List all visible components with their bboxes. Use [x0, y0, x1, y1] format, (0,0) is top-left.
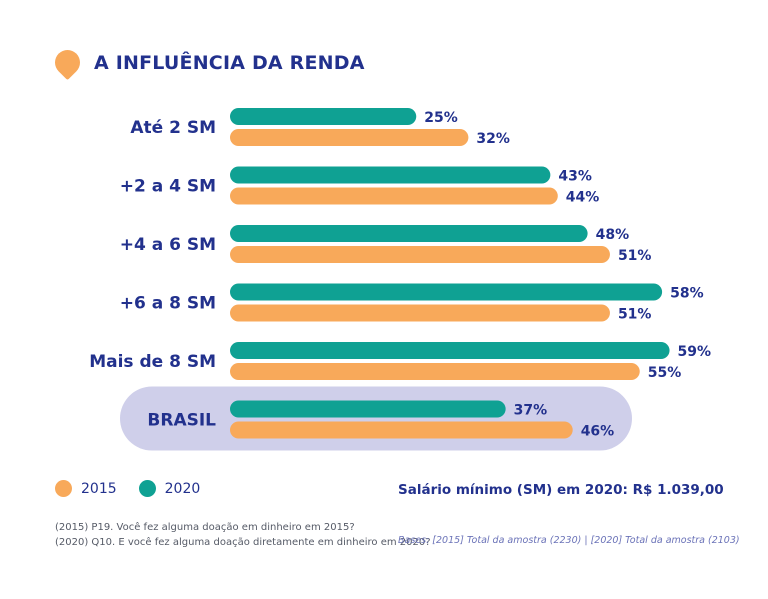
value-label-2015: 51%: [618, 248, 652, 264]
title-row: A INFLUÊNCIA DA RENDA: [49, 44, 365, 81]
bar-2020: [230, 400, 506, 418]
bar-2020: [230, 166, 551, 184]
value-label-2015: 55%: [648, 365, 682, 381]
sample-bases: Bases: [2015] Total da amostra (2230) | …: [398, 535, 740, 546]
bar-2015: [230, 129, 469, 146]
min-wage-note: Salário mínimo (SM) em 2020: R$ 1.039,00: [398, 482, 724, 498]
legend-label-2015: 2015: [81, 480, 117, 497]
chart-title: A INFLUÊNCIA DA RENDA: [94, 51, 365, 74]
category-label: +6 a 8 SM: [120, 294, 216, 314]
bar-2015: [230, 421, 573, 439]
note-2020: (2020) Q10. E você fez alguma doação dir…: [55, 537, 431, 548]
bar-2020: [230, 108, 417, 125]
bar-2015: [230, 187, 558, 205]
value-label-2020: 43%: [558, 169, 592, 185]
bar-2020: [230, 342, 670, 359]
category-label: +2 a 4 SM: [120, 177, 216, 197]
legend-swatch-2015: [55, 480, 72, 497]
bar-2020: [230, 225, 588, 242]
value-label-2015: 51%: [618, 307, 652, 323]
category-label: +4 a 6 SM: [120, 235, 216, 255]
legend-item-2015: 2015: [55, 480, 117, 497]
category-label: Mais de 8 SM: [89, 352, 216, 372]
category-label: BRASIL: [147, 411, 216, 431]
category-label: Até 2 SM: [130, 118, 216, 138]
bar-2020: [230, 283, 663, 301]
bar-chart: Até 2 SM 25% 32% +2 a 4 SM 43% 44% +4 a 6 SM 48…: [89, 108, 712, 451]
value-label-2020: 37%: [514, 403, 548, 419]
value-label-2020: 59%: [678, 344, 712, 360]
legend-item-2020: 2020: [138, 480, 201, 497]
bar-2015: [230, 304, 610, 322]
value-label-2015: 44%: [566, 190, 600, 206]
value-label-2020: 25%: [424, 110, 458, 126]
legend: 2015 2020: [55, 480, 222, 497]
bar-2015: [230, 363, 640, 380]
bar-2015: [230, 246, 610, 263]
question-notes: (2015) P19. Você fez alguma doação em di…: [55, 520, 431, 550]
value-label-2020: 58%: [670, 286, 704, 302]
legend-swatch-2020: [138, 480, 156, 497]
value-label-2015: 46%: [581, 424, 615, 440]
note-2015: (2015) P19. Você fez alguma doação em di…: [55, 522, 355, 533]
legend-label-2020: 2020: [164, 480, 201, 497]
value-label-2020: 48%: [596, 227, 630, 243]
value-label-2015: 32%: [476, 131, 510, 147]
